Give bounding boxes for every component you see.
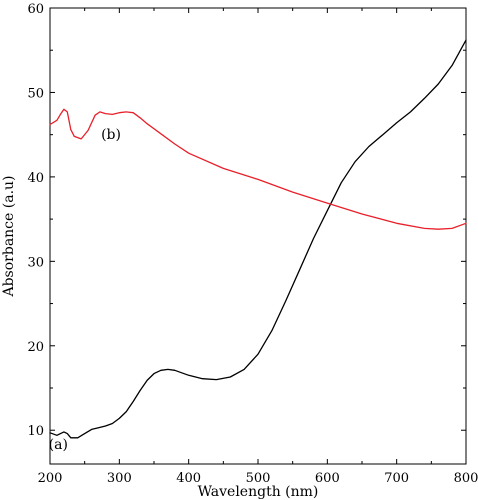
plot-frame	[49, 7, 467, 465]
y-axis-title: Absorbance (a.u)	[1, 175, 17, 297]
x-tick-label: 700	[384, 471, 409, 486]
x-tick-label: 400	[176, 471, 201, 486]
x-axis-title: Wavelength (nm)	[198, 484, 319, 500]
x-tick-label: 300	[107, 471, 132, 486]
series-line-a	[49, 39, 467, 439]
y-tick-label: 10	[27, 424, 44, 439]
x-tick-label: 500	[246, 471, 271, 486]
x-tick-label: 800	[454, 471, 478, 486]
y-tick-label: 20	[27, 340, 44, 355]
y-tick-label: 40	[27, 171, 44, 186]
annotations: (a) (b)	[49, 127, 121, 453]
series-lines	[49, 39, 467, 439]
x-tick-label: 200	[38, 471, 63, 486]
series-line-b	[49, 108, 467, 230]
series-annotation-a: (a)	[49, 437, 68, 453]
x-tick-labels: 200 300 400 500 600 700 800	[38, 471, 478, 486]
x-tick-label: 600	[315, 471, 340, 486]
series-annotation-b: (b)	[101, 127, 121, 143]
axis-ticks	[49, 7, 467, 464]
y-tick-label: 30	[27, 255, 44, 270]
y-tick-label: 60	[27, 2, 44, 17]
y-tick-labels: 10 20 30 40 50 60	[27, 2, 44, 439]
y-tick-label: 50	[27, 86, 44, 101]
